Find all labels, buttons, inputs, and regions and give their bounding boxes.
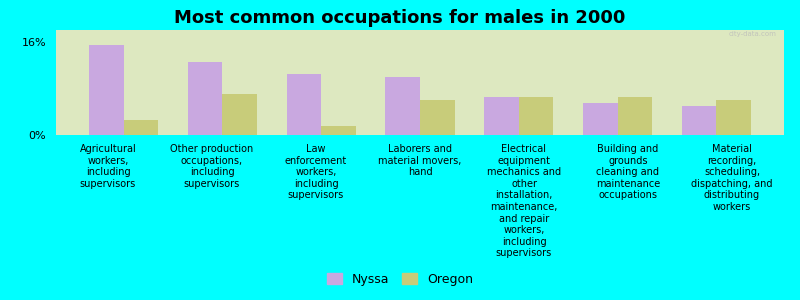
Bar — [420, 100, 454, 135]
Text: Law
enforcement
workers,
including
supervisors: Law enforcement workers, including super… — [285, 144, 347, 200]
Bar — [188, 62, 222, 135]
Bar — [682, 106, 716, 135]
Bar — [286, 74, 322, 135]
Bar — [386, 77, 420, 135]
Bar — [89, 45, 124, 135]
Bar — [322, 126, 356, 135]
Bar — [583, 103, 618, 135]
Bar — [518, 97, 554, 135]
Bar — [222, 94, 257, 135]
Bar — [484, 97, 518, 135]
Text: Laborers and
material movers,
hand: Laborers and material movers, hand — [378, 144, 462, 177]
Text: Electrical
equipment
mechanics and
other
installation,
maintenance,
and repair
w: Electrical equipment mechanics and other… — [487, 144, 561, 258]
Text: Material
recording,
scheduling,
dispatching, and
distributing
workers: Material recording, scheduling, dispatch… — [691, 144, 773, 212]
Bar — [716, 100, 751, 135]
Bar — [124, 120, 158, 135]
Text: Building and
grounds
cleaning and
maintenance
occupations: Building and grounds cleaning and mainte… — [596, 144, 660, 200]
Text: Agricultural
workers,
including
supervisors: Agricultural workers, including supervis… — [80, 144, 136, 189]
Text: city-data.com: city-data.com — [729, 31, 777, 37]
Legend: Nyssa, Oregon: Nyssa, Oregon — [322, 268, 478, 291]
Text: Most common occupations for males in 2000: Most common occupations for males in 200… — [174, 9, 626, 27]
Text: Other production
occupations,
including
supervisors: Other production occupations, including … — [170, 144, 254, 189]
Bar — [618, 97, 652, 135]
